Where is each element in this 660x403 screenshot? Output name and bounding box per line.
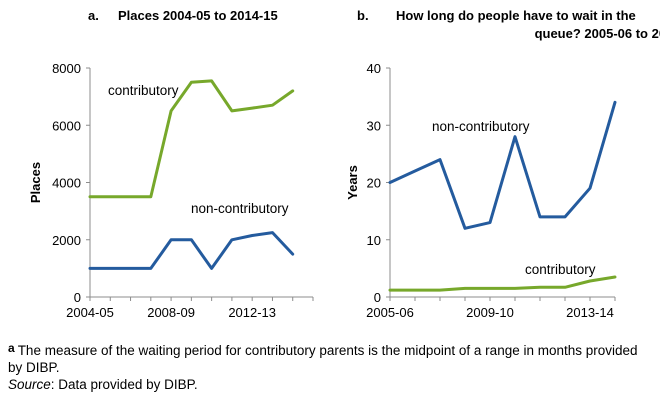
panel-a-chart: a. Places 2004-05 to 2014-15 Places 0 2000 40… bbox=[28, 8, 314, 320]
figure-notes: a The measure of the waiting period for c… bbox=[8, 340, 653, 393]
panel-b-x-tick-label: 2009-10 bbox=[466, 305, 514, 320]
footnote: a The measure of the waiting period for c… bbox=[8, 340, 653, 376]
panel-a-series-non-contributory-label: non-contributory bbox=[191, 201, 289, 216]
footnote-text: The measure of the waiting period for co… bbox=[8, 343, 638, 375]
panel-b-y-axis-label: Years bbox=[345, 165, 360, 200]
panel-b-chart: b. How long do people have to wait in the… bbox=[345, 8, 660, 320]
panel-a-letter: a. bbox=[88, 8, 99, 23]
footnote-marker: a bbox=[8, 341, 15, 355]
panel-a-y-axis-label: Places bbox=[28, 162, 43, 203]
panel-a-x-tick-label: 2008-09 bbox=[147, 305, 195, 320]
panel-a-y-tick-label: 8000 bbox=[52, 61, 81, 76]
panel-b-series-contributory-label: contributory bbox=[525, 262, 596, 277]
panel-b-x-tick-label: 2005-06 bbox=[366, 305, 414, 320]
panel-a-y-tick-label: 2000 bbox=[52, 233, 81, 248]
panel-b-y-tick-label: 10 bbox=[367, 233, 381, 248]
panel-a-y-tick-label: 0 bbox=[74, 290, 81, 305]
panel-a-y-tick-label: 4000 bbox=[52, 176, 81, 191]
panel-a-series-non-contributory-line bbox=[88, 231, 295, 270]
panel-a-series-contributory-line bbox=[88, 79, 295, 199]
panel-a-x-tick-label: 2012-13 bbox=[228, 305, 276, 320]
panel-b-y-tick-label: 0 bbox=[374, 290, 381, 305]
source-text: : Data provided by DIBP. bbox=[50, 377, 198, 392]
panel-b-title-line-1: How long do people have to wait in the bbox=[396, 8, 636, 23]
panel-b-letter: b. bbox=[357, 8, 369, 23]
panel-b-series-non-contributory-line bbox=[388, 100, 617, 230]
panel-b-y-tick-label: 30 bbox=[367, 118, 381, 133]
panel-b-series-non-contributory-label: non-contributory bbox=[432, 119, 530, 134]
panel-b-y-tick-label: 20 bbox=[367, 176, 381, 191]
panel-a-series-contributory-label: contributory bbox=[108, 83, 179, 98]
source-line: Source: Data provided by DIBP. bbox=[8, 376, 653, 393]
panel-a-title: Places 2004-05 to 2014-15 bbox=[118, 8, 278, 23]
panel-b-series-contributory-line bbox=[388, 275, 617, 292]
panel-b-title-line-2: queue? 2005-06 to 2014-15a bbox=[535, 24, 660, 41]
panel-a-y-tick-label: 6000 bbox=[52, 118, 81, 133]
panel-b-x-tick-label: 2013-14 bbox=[566, 305, 614, 320]
panel-a-x-tick-label: 2004-05 bbox=[66, 305, 114, 320]
panel-b-y-tick-label: 40 bbox=[367, 61, 381, 76]
source-label: Source bbox=[8, 377, 51, 392]
